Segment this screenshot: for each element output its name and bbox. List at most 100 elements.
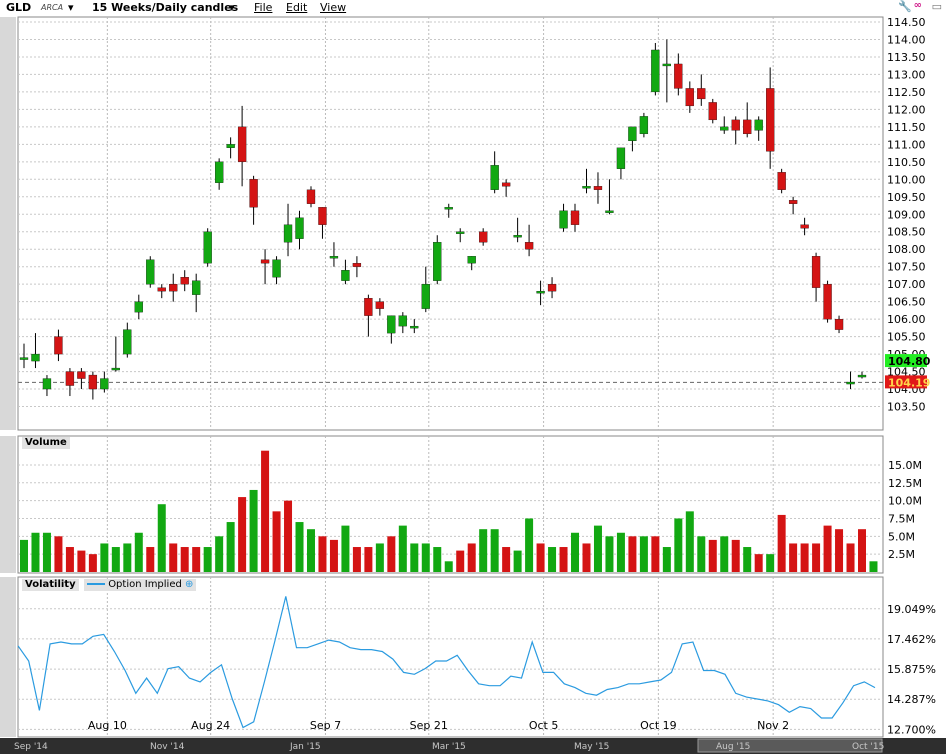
price-tick-label: 114.00 [887,33,926,46]
volume-tick-label: 15.0M [888,459,922,472]
volume-bar [571,532,580,572]
candle-body [800,224,809,229]
timeline-label: Aug '15 [716,742,750,752]
volume-bar [628,536,637,572]
volume-bar [329,539,338,572]
volatility-legend-label: Option Implied [108,579,182,590]
candle-body [697,88,706,100]
volume-bar [375,543,384,572]
candle-body [215,161,224,183]
price-tick-label: 103.50 [887,401,926,414]
candle-body [536,291,545,294]
timeline-label: May '15 [574,742,609,752]
candle-body [306,189,316,204]
candle-body [387,315,396,334]
price-tick-label: 111.00 [887,138,926,151]
volatility-legend[interactable]: Option Implied ⊕ [84,579,197,591]
volume-bar [192,547,201,572]
timeframe-selector[interactable]: 15 Weeks/Daily candles [92,1,239,14]
volume-tick-label: 7.5M [888,512,915,525]
symbol-label[interactable]: GLD [6,1,32,14]
volume-bar [261,450,270,572]
candle-body [410,325,419,329]
timeline-window-handle [697,738,883,753]
volume-bar [169,543,178,572]
volume-bar [582,543,591,572]
candle-body [318,207,327,225]
volume-bar [20,539,28,572]
timeline-label: Oct '15 [852,742,884,752]
volume-bar [525,518,534,572]
chart-toolbar: GLD ARCA ▾ 15 Weeks/Daily candles ▾ File… [0,0,946,16]
candle-body [352,263,362,267]
candle-body [593,186,603,190]
price-tick-label: 108.00 [887,243,926,256]
volume-bar [766,554,775,572]
price-tick-label: 110.50 [887,156,926,169]
price-tick-label: 111.50 [887,121,926,134]
volume-bar [616,532,625,572]
window-controls-icon[interactable]: ▭ [931,0,942,13]
volume-bar [674,518,683,572]
volatility-panel-side-strip [0,577,16,737]
volume-bar [536,543,545,572]
volatility-tick-label: 17.462% [887,633,936,646]
symbol-dropdown-icon[interactable]: ▾ [68,1,74,14]
volatility-tick-label: 15.875% [887,663,936,676]
volume-bar [284,500,293,572]
candle-body [766,88,775,152]
volume-tick-label: 2.5M [888,548,915,561]
menu-edit[interactable]: Edit [286,1,308,14]
volume-bar [548,547,557,572]
menu-view[interactable]: View [320,1,347,14]
volume-bar [467,543,476,572]
volatility-line [17,596,876,729]
candle-body [31,353,40,362]
candle-body [88,374,98,390]
candle-body [157,287,166,292]
bid-price-tag-label: 104.80 [888,355,931,368]
volume-bar [846,543,855,572]
volume-bar [513,550,522,572]
volume-bar [605,536,614,572]
candle-body [628,126,637,142]
volume-bar [341,525,350,572]
volume-bar [123,543,132,572]
volume-bar [306,529,315,572]
candle-body [490,165,499,190]
volume-bar [88,554,97,572]
candle-body [272,259,281,278]
volume-bar [77,550,86,572]
date-tick-label: Sep 21 [410,719,448,732]
info-icon[interactable]: ⊕ [185,579,194,590]
candle-body [708,102,717,121]
price-tick-label: 107.00 [887,278,926,291]
volume-bar [869,561,878,572]
candle-body [524,242,534,250]
volume-bar [743,547,752,572]
bid-price-tag [885,354,927,368]
volume-bar [731,539,740,572]
candle-body [720,126,729,131]
timeline-label: Mar '15 [432,742,466,752]
menu-file[interactable]: File [254,1,273,14]
volume-bar [754,554,763,572]
price-tick-label: 110.00 [887,173,926,186]
candle-body [605,210,614,213]
link-icon[interactable]: ∞ [913,0,922,11]
timeframe-dropdown-icon[interactable]: ▾ [229,1,235,14]
volume-bar [238,497,247,572]
volume-tick-label: 5.0M [888,530,915,543]
candle-body [341,270,350,281]
price-tick-label: 112.00 [887,103,926,116]
volatility-tick-label: 14.287% [887,693,936,706]
price-tick-label: 109.00 [887,208,926,221]
wrench-icon[interactable]: 🔧 [898,0,912,13]
volume-panel-title: Volume [22,437,70,449]
candle-body [295,217,304,239]
volume-bar [352,547,361,572]
volume-bar [134,532,143,572]
price-tick-label: 108.50 [887,226,926,239]
candle-body [237,126,247,162]
